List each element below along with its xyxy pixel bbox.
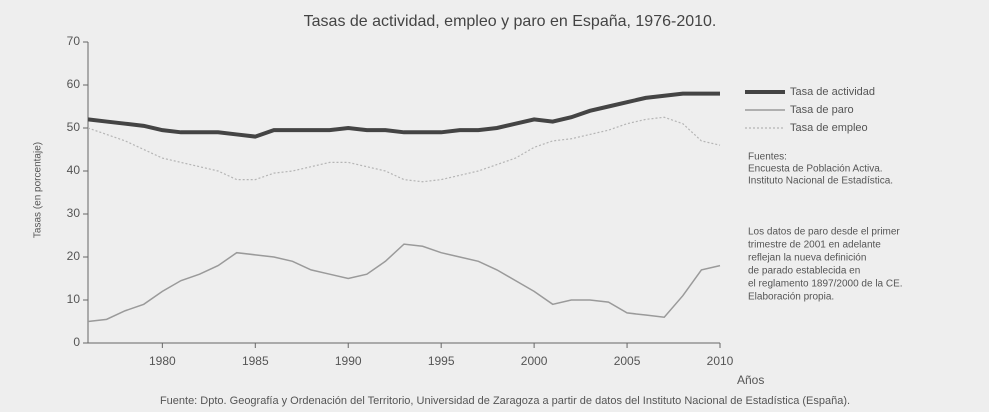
note-line: el reglamento 1897/2000 de la CE. bbox=[748, 279, 903, 290]
y-axis-label: Tasas (en porcentaje) bbox=[33, 142, 44, 238]
note-line: reflejan la nueva definición bbox=[748, 253, 866, 264]
y-tick-label: 0 bbox=[73, 335, 80, 349]
y-tick-label: 70 bbox=[67, 34, 81, 48]
x-tick-label: 2010 bbox=[707, 354, 734, 368]
x-axis-label: Años bbox=[737, 373, 764, 387]
line-series bbox=[87, 243, 721, 323]
line-series bbox=[87, 116, 721, 183]
legend-label: Tasa de empleo bbox=[790, 122, 868, 134]
y-tick-label: 60 bbox=[67, 77, 81, 91]
chart-title: Tasas de actividad, empleo y paro en Esp… bbox=[304, 13, 717, 30]
y-tick-label: 40 bbox=[67, 163, 81, 177]
note-line: Los datos de paro desde el primer bbox=[748, 227, 900, 238]
x-tick-label: 2005 bbox=[614, 354, 641, 368]
x-tick-label: 1995 bbox=[428, 354, 455, 368]
legend-label: Tasa de actividad bbox=[790, 86, 875, 98]
note-line: Elaboración propia. bbox=[748, 292, 834, 303]
source-line: Instituto Nacional de Estadística. bbox=[748, 176, 893, 187]
legend-label: Tasa de paro bbox=[790, 104, 854, 116]
y-tick-label: 50 bbox=[67, 120, 81, 134]
source-line: Encuesta de Población Activa. bbox=[748, 164, 883, 175]
y-tick-label: 10 bbox=[67, 292, 81, 306]
x-tick-label: 2000 bbox=[521, 354, 548, 368]
x-tick-label: 1990 bbox=[335, 354, 362, 368]
y-tick-label: 20 bbox=[67, 249, 81, 263]
footer: Fuente: Dpto. Geografía y Ordenación del… bbox=[160, 395, 850, 407]
y-tick-label: 30 bbox=[67, 206, 81, 220]
source-line: Fuentes: bbox=[748, 152, 787, 163]
x-tick-label: 1985 bbox=[242, 354, 269, 368]
x-tick-label: 1980 bbox=[149, 354, 176, 368]
note-line: de parado establecida en bbox=[748, 266, 860, 277]
note-line: trimestre de 2001 en adelante bbox=[748, 240, 881, 251]
line-series bbox=[87, 91, 720, 139]
